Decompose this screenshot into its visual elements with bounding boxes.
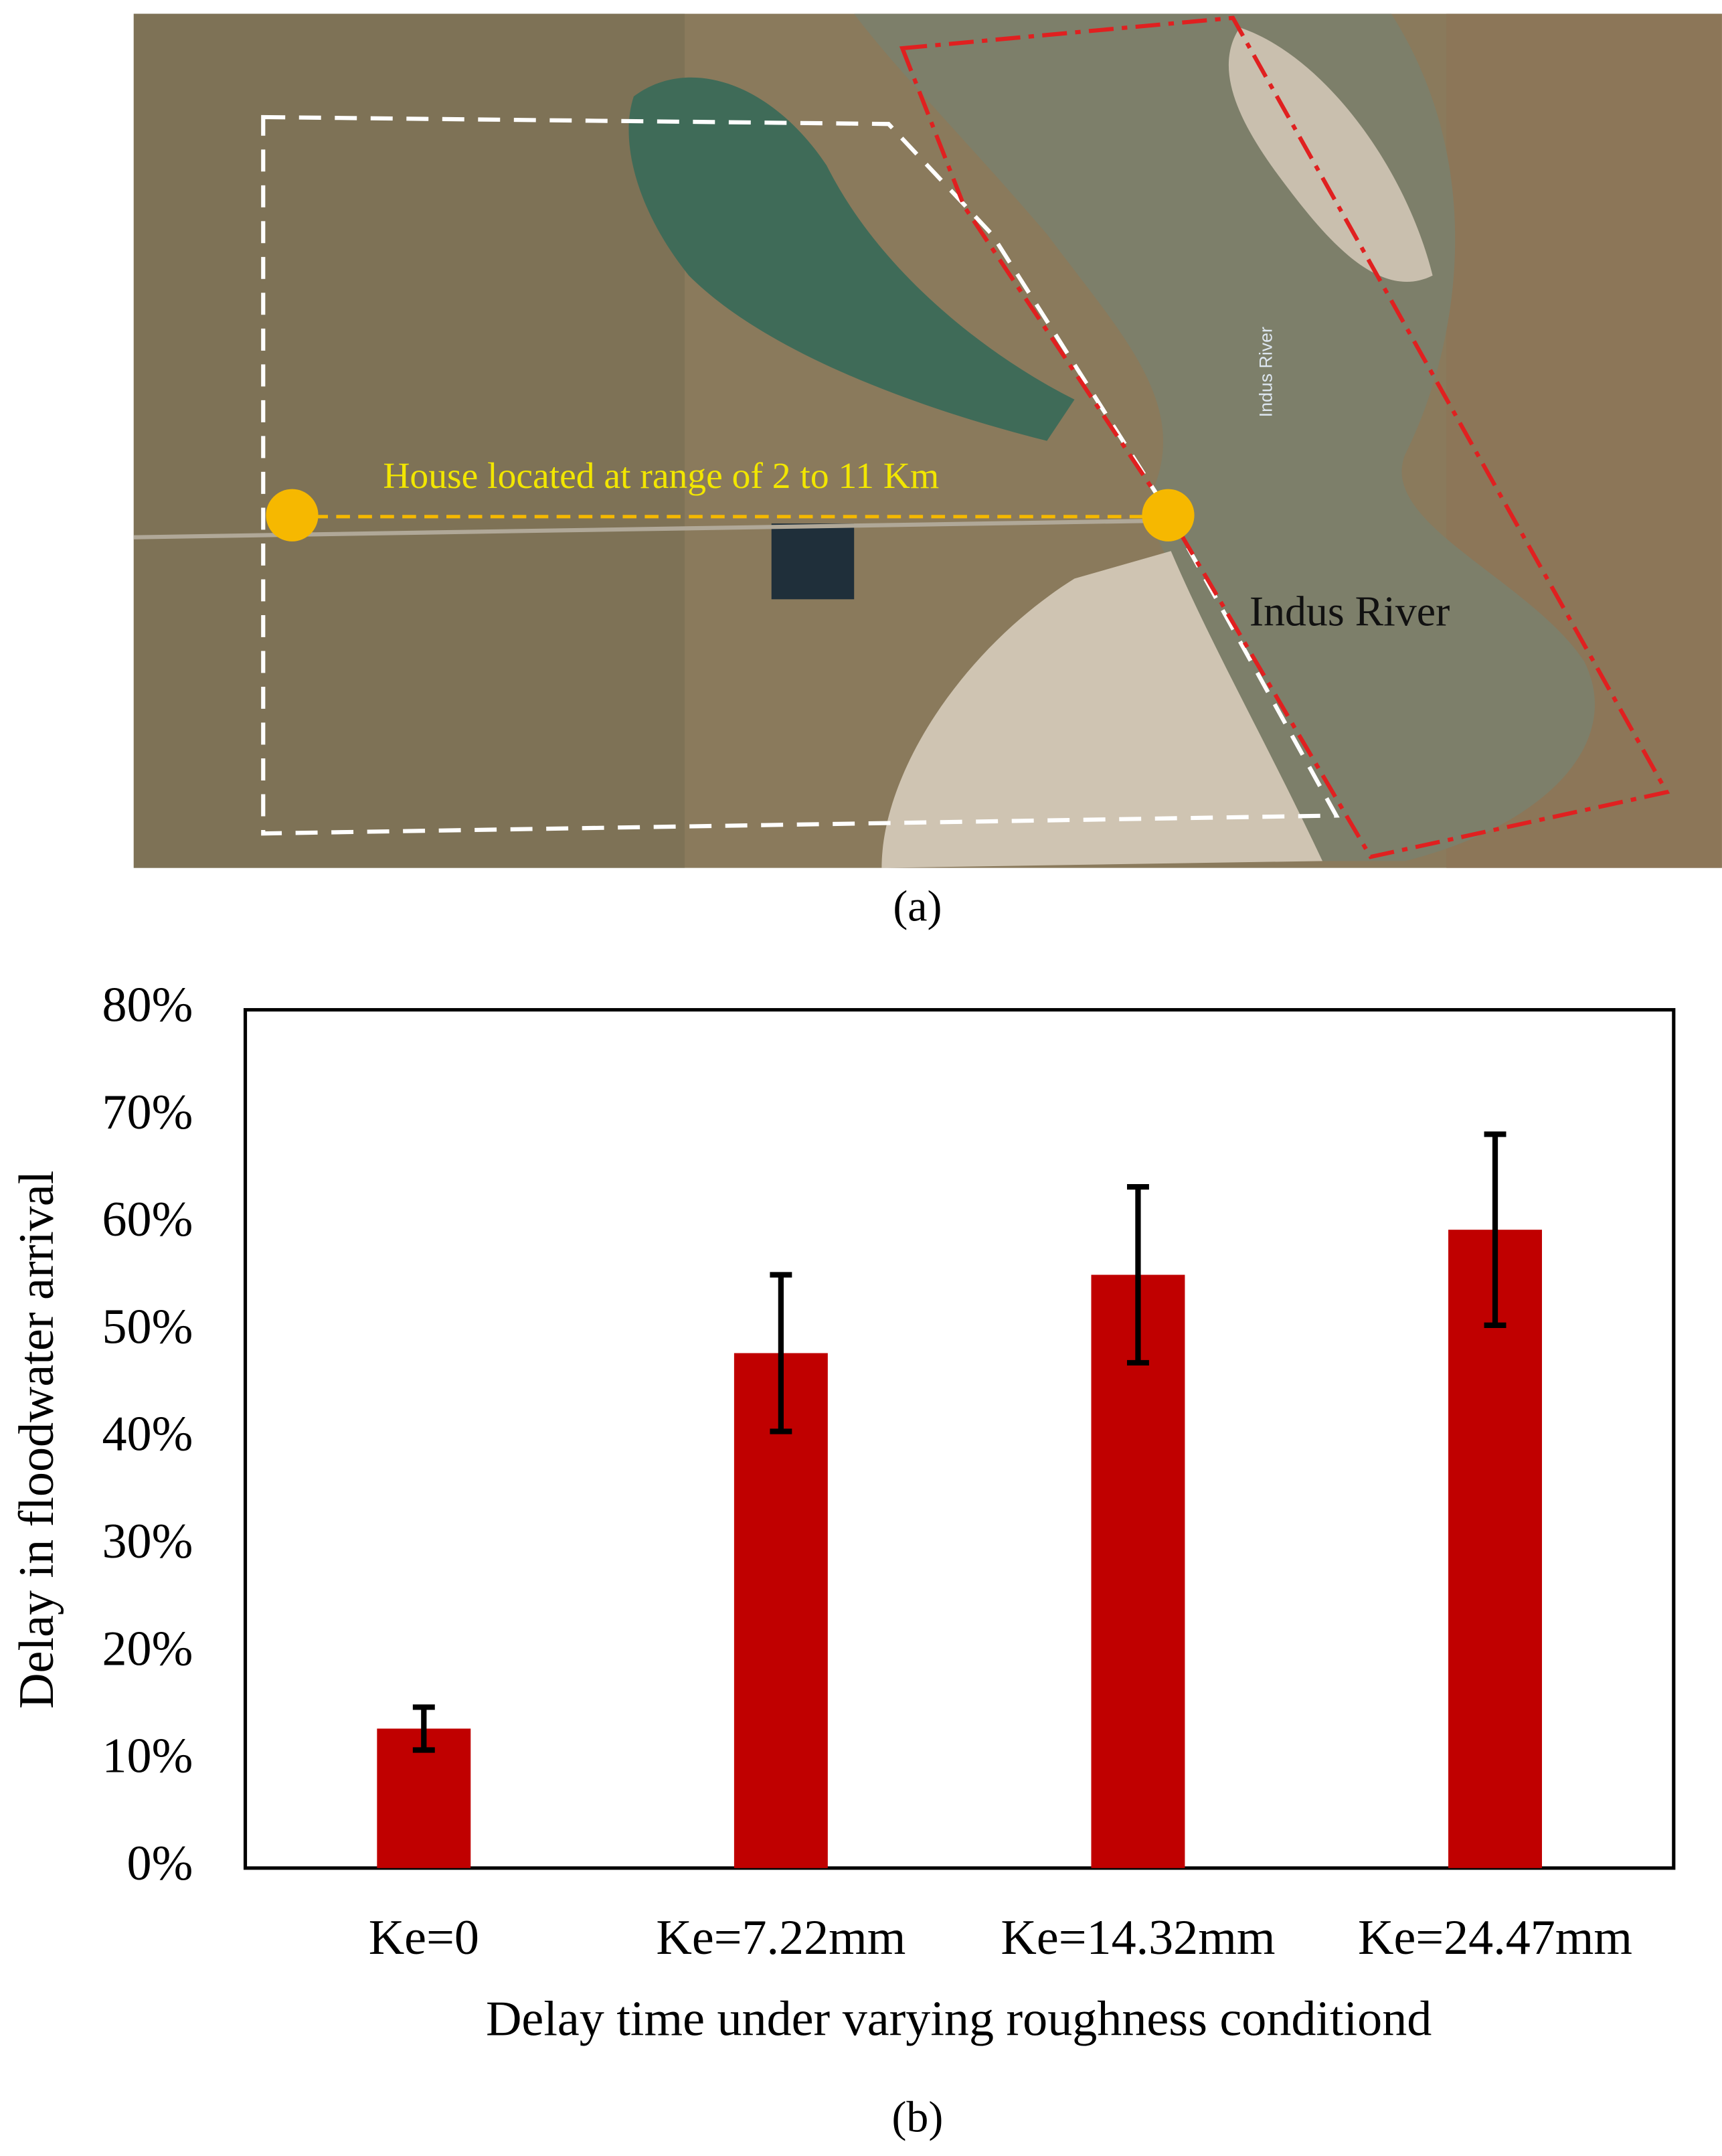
y-tick-label: 60%: [102, 1192, 193, 1247]
y-tick-label: 20%: [102, 1621, 193, 1676]
river-label: Indus River: [1250, 588, 1450, 635]
x-axis-label: Delay time under varying roughness condi…: [486, 1991, 1432, 2046]
y-tick-label: 80%: [102, 978, 193, 1033]
x-tick-label: Ke=14.32mm: [1001, 1910, 1275, 1965]
river-marker: [1142, 489, 1195, 542]
x-tick-label: Ke=7.22mm: [656, 1910, 906, 1965]
plot-frame: [243, 1008, 1676, 1870]
y-axis-label: Delay in floodwater arrival: [9, 1171, 64, 1709]
y-tick-label: 70%: [102, 1085, 193, 1140]
bar: [1448, 1230, 1542, 1868]
error-bar: [1126, 1183, 1149, 1366]
y-tick-label: 0%: [127, 1836, 193, 1891]
pond: [771, 523, 855, 600]
y-tick-label: 10%: [102, 1729, 193, 1784]
error-bar: [1484, 1131, 1506, 1328]
y-tick-label: 50%: [102, 1299, 193, 1354]
house-label: House located at range of 2 to 11 Km: [383, 455, 939, 497]
y-tick-label: 30%: [102, 1514, 193, 1569]
error-bar: [412, 1704, 435, 1753]
house-marker: [266, 489, 319, 542]
x-tick-label: Ke=24.47mm: [1358, 1910, 1632, 1965]
error-bar: [770, 1272, 792, 1434]
sandbar: [881, 551, 1322, 868]
x-tick-label: Ke=0: [369, 1910, 479, 1965]
caption-a: (a): [893, 882, 942, 931]
satellite-map: House located at range of 2 to 11 Km Ind…: [133, 13, 1722, 868]
bar: [734, 1353, 828, 1868]
bar: [1091, 1274, 1185, 1868]
river-outline: [899, 15, 1670, 859]
sandbar: [1228, 27, 1433, 282]
y-tick-label: 40%: [102, 1407, 193, 1462]
farmland: [133, 13, 685, 868]
caption-b: (b): [891, 2093, 943, 2142]
lake: [628, 77, 1075, 441]
river-label-small: Indus River: [1256, 327, 1276, 417]
